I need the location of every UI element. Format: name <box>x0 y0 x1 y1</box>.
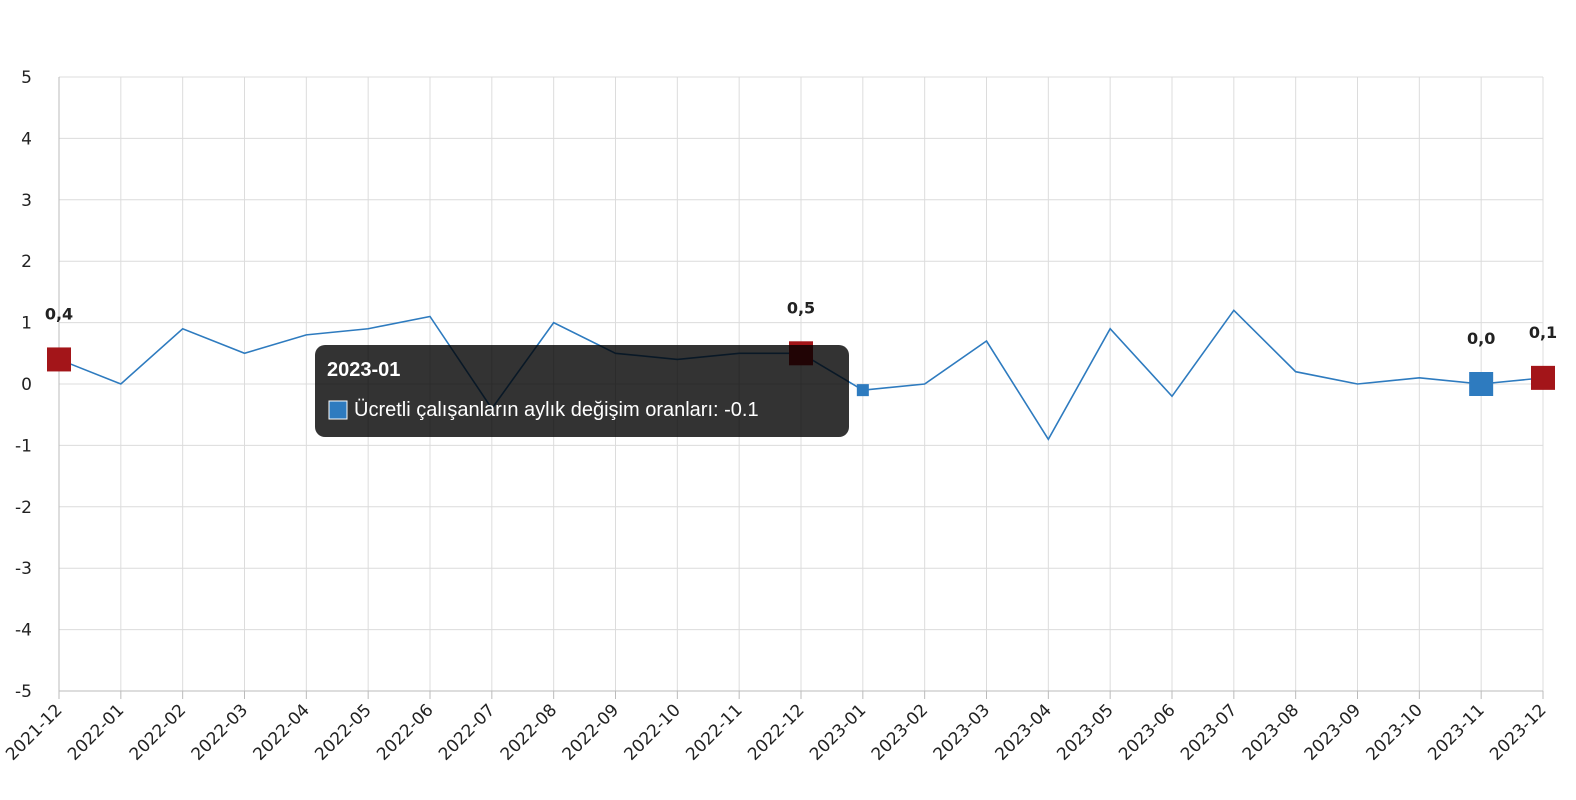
x-tick-label: 2023-05 <box>1053 700 1117 764</box>
x-tick-label: 2023-08 <box>1239 700 1303 764</box>
tooltip-title: 2023-01 <box>327 359 400 381</box>
tooltip-text: Ücretli çalışanların aylık değişim oranl… <box>354 399 759 421</box>
point-marker <box>47 347 71 372</box>
x-tick-label: 2023-12 <box>1486 700 1550 764</box>
y-tick-label: 1 <box>21 314 32 334</box>
point-marker <box>1531 365 1555 390</box>
y-tick-label: 3 <box>21 191 32 211</box>
data-label: 0,0 <box>1467 329 1495 348</box>
x-tick-label: 2023-07 <box>1177 700 1241 764</box>
y-tick-label: -4 <box>15 621 32 641</box>
x-tick-label: 2022-04 <box>250 700 314 764</box>
y-tick-label: 4 <box>21 129 32 149</box>
x-tick-label: 2023-04 <box>992 700 1056 764</box>
data-label: 0,1 <box>1529 323 1557 342</box>
y-tick-label: 2 <box>21 252 32 272</box>
x-tick-label: 2023-06 <box>1115 700 1179 764</box>
tooltip: 2023-01 Ücretli çalışanların aylık değişi… <box>315 345 849 437</box>
point-marker <box>856 384 869 397</box>
x-tick-label: 2022-05 <box>311 700 375 764</box>
x-tick-label: 2023-09 <box>1301 700 1365 764</box>
y-tick-label: -1 <box>15 436 32 456</box>
tooltip-box <box>315 345 849 437</box>
x-tick-label: 2022-01 <box>64 700 128 764</box>
x-tick-label: 2022-11 <box>682 700 746 764</box>
x-tick-label: 2022-02 <box>126 700 190 764</box>
x-tick-label: 2022-12 <box>744 700 808 764</box>
tooltip-swatch <box>328 400 348 420</box>
x-tick-label: 2023-02 <box>868 700 932 764</box>
point-marker <box>1469 372 1494 396</box>
x-tick-label: 2022-09 <box>559 700 623 764</box>
x-tick-label: 2021-12 <box>2 700 66 764</box>
x-tick-label: 2022-08 <box>497 700 561 764</box>
x-tick-label: 2023-11 <box>1424 700 1488 764</box>
x-tick-label: 2022-10 <box>621 700 685 764</box>
x-tick-label: 2023-10 <box>1363 700 1427 764</box>
y-tick-label: -5 <box>15 682 32 702</box>
y-tick-label: -3 <box>15 559 32 579</box>
data-label: 0,4 <box>45 304 73 323</box>
x-tick-label: 2023-03 <box>930 700 994 764</box>
x-tick-label: 2022-03 <box>188 700 252 764</box>
x-tick-label: 2022-06 <box>373 700 437 764</box>
y-tick-label: 5 <box>21 68 32 88</box>
y-tick-label: 0 <box>21 375 32 395</box>
data-label: 0,5 <box>787 298 815 317</box>
x-tick-label: 2022-07 <box>435 700 499 764</box>
x-tick-label: 2023-01 <box>806 700 870 764</box>
y-tick-label: -2 <box>15 498 32 518</box>
